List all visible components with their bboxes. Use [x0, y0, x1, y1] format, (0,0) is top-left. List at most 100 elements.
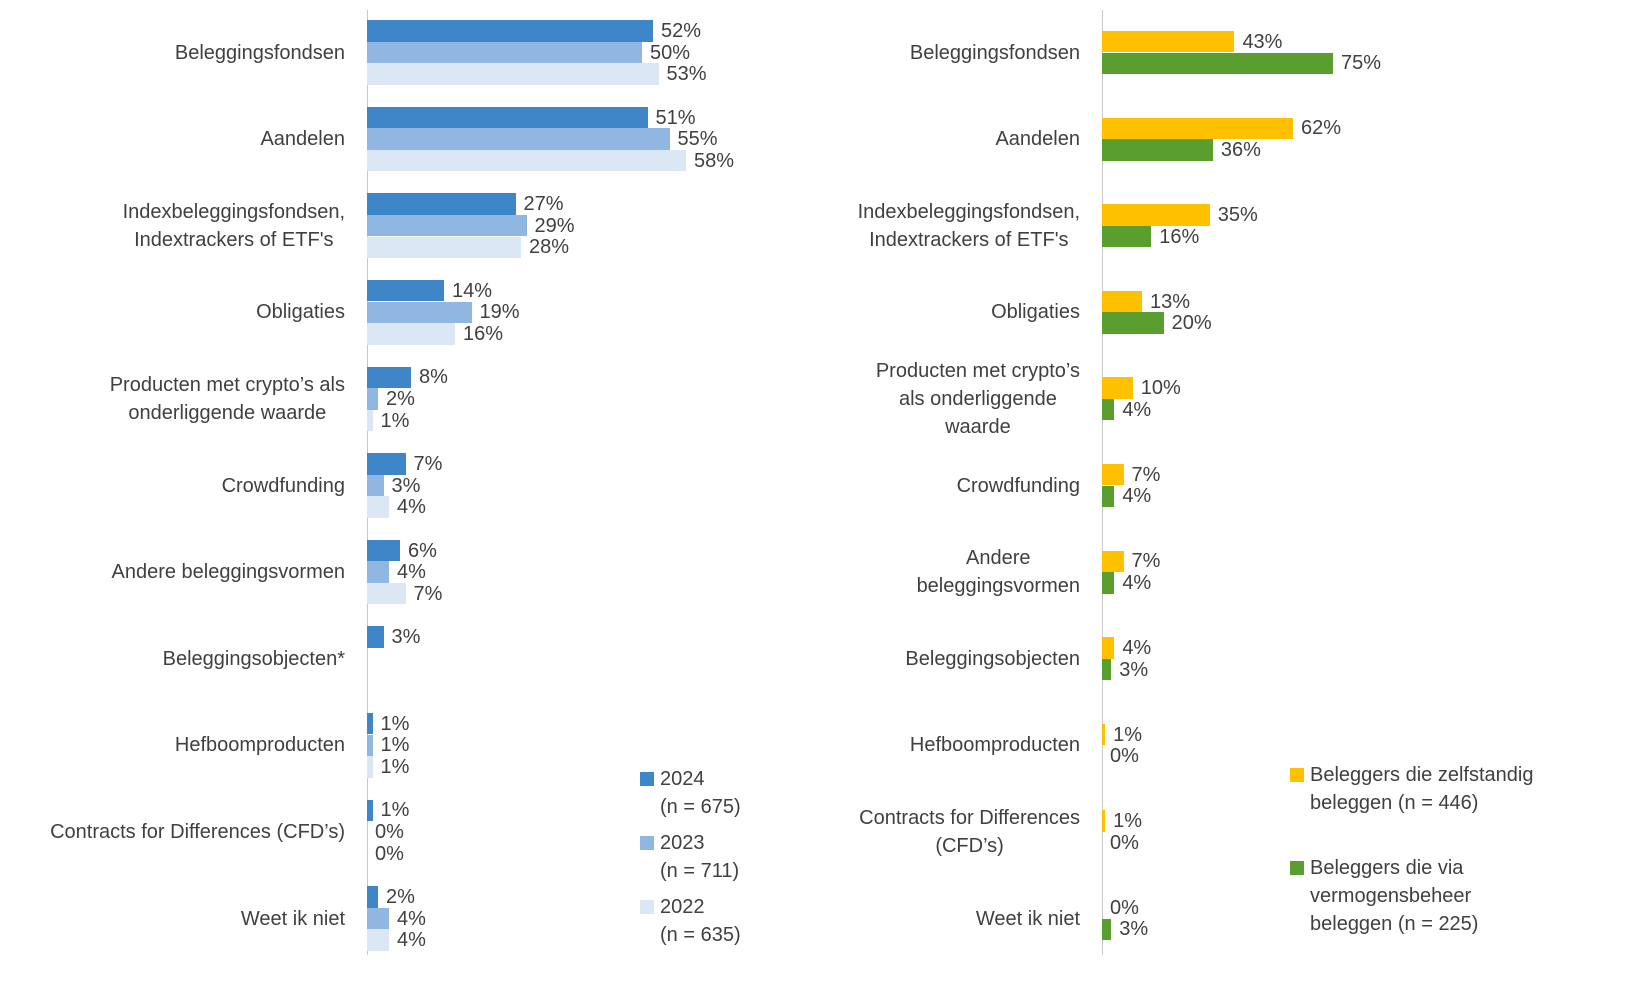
bar [1102, 637, 1115, 659]
bar [367, 301, 472, 324]
value-label: 27% [523, 193, 564, 216]
value-label: 51% [655, 106, 696, 129]
bar [367, 474, 384, 497]
value-label: 7% [413, 582, 443, 605]
value-label: 28% [529, 236, 570, 259]
legend-swatch [640, 900, 654, 914]
value-label: 4% [397, 929, 426, 952]
category-label: Crowdfunding [956, 474, 1080, 497]
value-label: 8% [419, 366, 448, 389]
bar [367, 41, 642, 64]
value-label: 10% [1140, 377, 1181, 400]
bar [367, 756, 373, 778]
bar [367, 388, 378, 410]
value-label: 29% [534, 214, 575, 237]
value-label: 1% [380, 712, 410, 735]
bar [1102, 290, 1143, 313]
legend-swatch [1290, 861, 1304, 875]
value-label: 4% [1122, 398, 1152, 421]
category-label: Producten met crypto’s als onderliggende… [109, 373, 345, 424]
bar [367, 236, 521, 259]
bar [367, 149, 686, 172]
bar [1102, 485, 1115, 508]
bar [1102, 139, 1213, 161]
value-label: 2% [386, 885, 415, 908]
bar [367, 886, 378, 908]
category-label: Andere beleggingsvormen [111, 561, 346, 584]
value-label: 43% [1242, 30, 1283, 53]
category-label: Producten met crypto’s als onderliggende… [875, 359, 1080, 438]
value-label: 0% [375, 820, 404, 843]
value-label: 0% [1110, 831, 1139, 854]
category-label: Andere beleggingsvormen [916, 547, 1080, 598]
bar [1102, 658, 1112, 681]
value-label: 50% [650, 41, 691, 64]
bar [367, 366, 411, 389]
value-label: 55% [677, 128, 718, 151]
bar [1102, 312, 1164, 334]
value-label: 6% [408, 539, 437, 562]
value-label: 53% [666, 63, 707, 86]
bar [1102, 810, 1106, 832]
legend-label: 2023 (n = 711) [660, 832, 740, 882]
value-label: 1% [380, 734, 410, 757]
bar [367, 561, 389, 583]
category-label: Indexbeleggingsfondsen, Indextrackers of… [857, 200, 1080, 251]
value-label: 1% [1113, 723, 1142, 746]
value-label: 1% [380, 799, 410, 822]
value-label: 1% [380, 755, 410, 778]
bar [367, 712, 373, 735]
category-label: Contracts for Differences (CFD’s) [859, 806, 1080, 857]
legend-label: 2024 (n = 675) [660, 768, 741, 818]
value-label: 4% [1122, 571, 1152, 594]
bar [367, 734, 373, 757]
value-label: 0% [1110, 896, 1139, 919]
bar [1102, 204, 1210, 226]
value-label: 35% [1217, 203, 1258, 226]
value-label: 4% [1122, 636, 1152, 659]
value-label: 7% [413, 452, 443, 475]
value-label: 4% [397, 496, 426, 519]
bar [367, 193, 516, 215]
value-label: 3% [391, 474, 421, 497]
bar [1102, 30, 1235, 53]
category-label: Weet ik niet [975, 907, 1080, 930]
bar [367, 539, 400, 562]
bar [367, 323, 455, 345]
bar [1102, 463, 1124, 486]
legend-swatch [1290, 768, 1304, 782]
category-label: Crowdfunding [221, 474, 345, 497]
category-label: Contracts for Differences (CFD’s) [50, 820, 345, 843]
category-label: Indexbeleggingsfondsen, Indextrackers of… [122, 200, 345, 251]
value-label: 16% [1159, 225, 1200, 248]
value-label: 16% [463, 322, 504, 345]
value-label: 4% [397, 907, 426, 930]
bar [367, 799, 373, 822]
bar [367, 214, 527, 237]
value-label: 75% [1341, 52, 1382, 75]
bar [367, 63, 659, 85]
bar [1102, 572, 1115, 594]
value-label: 2% [386, 387, 415, 410]
bar [367, 453, 406, 475]
value-label: 3% [391, 626, 421, 649]
bar [367, 907, 389, 930]
category-label: Hefboomproducten [909, 734, 1080, 757]
value-label: 7% [1131, 463, 1161, 486]
category-label: Beleggingsfondsen [909, 41, 1080, 64]
bar [1102, 398, 1115, 421]
category-label: Hefboomproducten [174, 734, 345, 757]
bar [367, 128, 670, 150]
bar [367, 106, 648, 129]
bar [367, 496, 389, 518]
value-label: 4% [1122, 485, 1152, 508]
bar [1102, 117, 1293, 140]
value-label: 3% [1119, 658, 1149, 681]
legend-label: Beleggers die via vermogensbeheer belegg… [1310, 857, 1479, 935]
value-label: 1% [380, 409, 410, 432]
value-label: 13% [1150, 290, 1191, 313]
bar [367, 582, 406, 605]
value-label: 0% [375, 842, 404, 865]
category-label: Weet ik niet [240, 907, 345, 930]
category-label: Aandelen [260, 128, 345, 151]
